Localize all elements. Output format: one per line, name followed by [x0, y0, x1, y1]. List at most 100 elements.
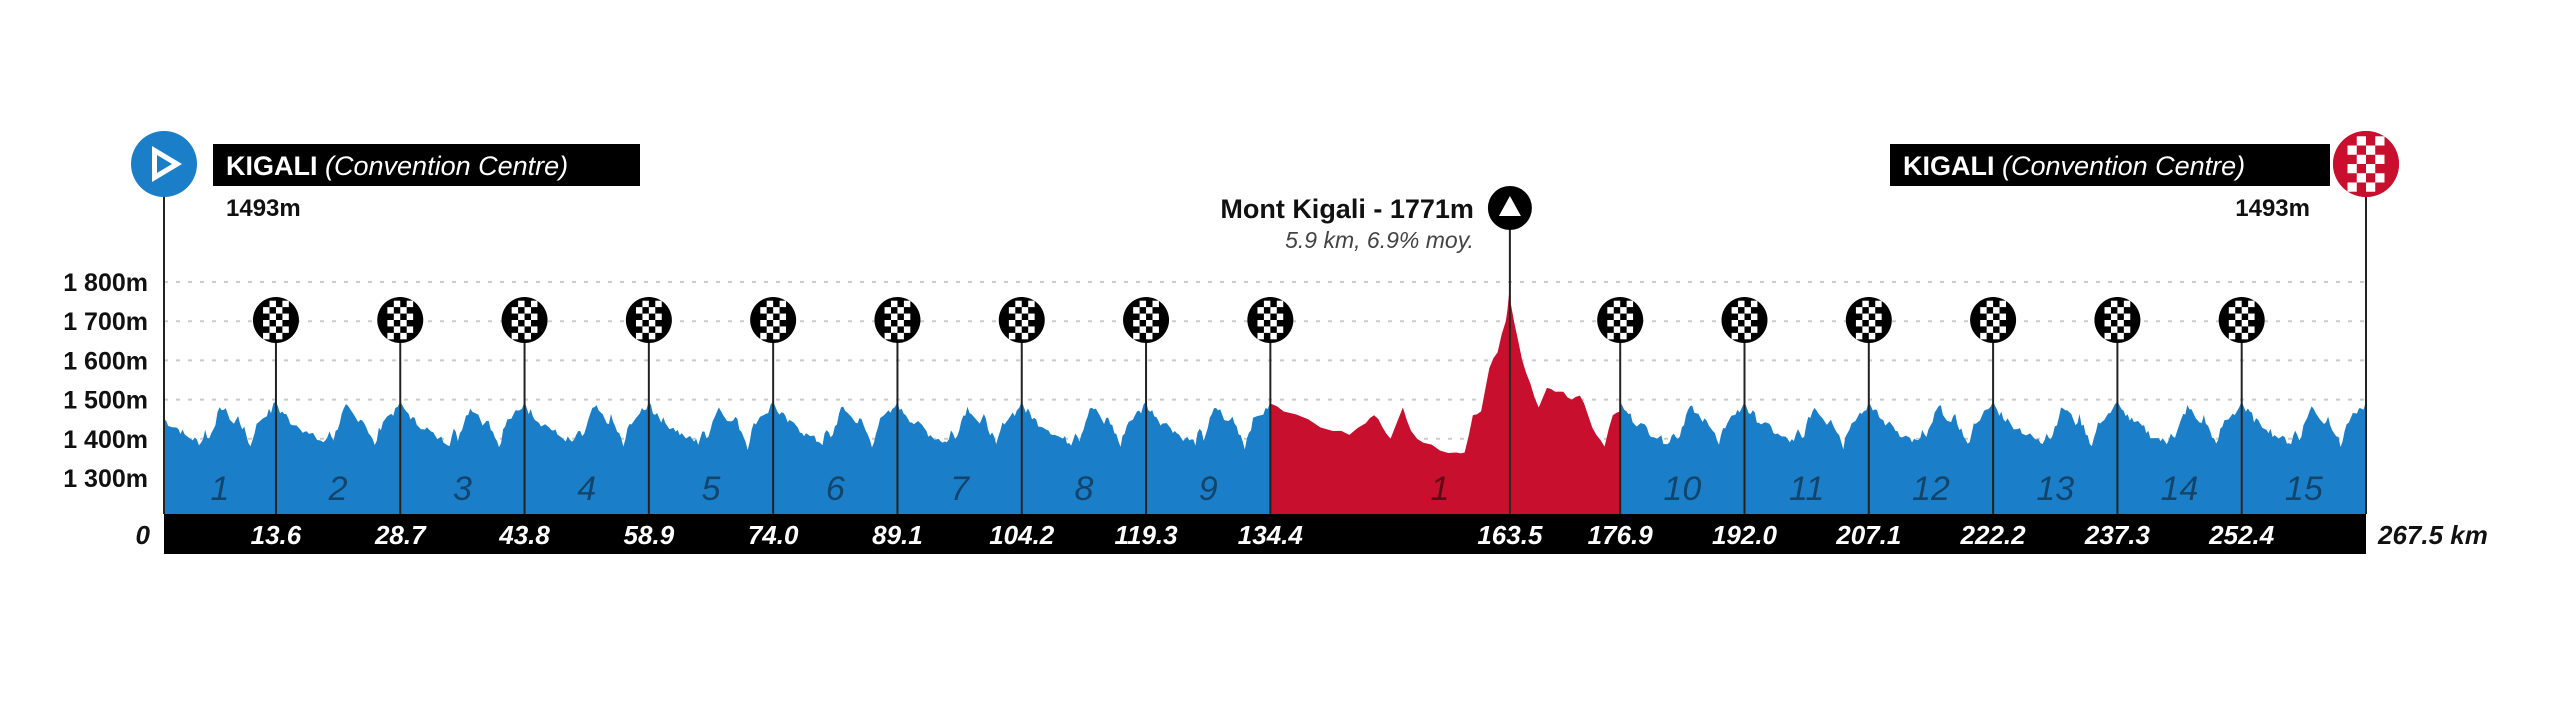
lap-profile-area — [1744, 401, 1869, 514]
checker-square — [2241, 307, 2249, 314]
checker-square — [524, 320, 531, 327]
checker-square — [773, 320, 780, 327]
checker-square — [1986, 313, 1994, 320]
start-label: KIGALI (Convention Centre) — [226, 151, 568, 181]
checker-square — [884, 307, 892, 314]
checker-square — [648, 320, 656, 327]
lap-number: 2 — [328, 470, 348, 508]
checker-square — [1607, 307, 1614, 314]
climb-name: Mont Kigali - 1771m — [1220, 194, 1474, 224]
lap-number: 9 — [1199, 470, 1218, 508]
checker-square — [1750, 313, 1758, 320]
checker-square — [891, 313, 898, 320]
checker-square — [2228, 320, 2236, 327]
checker-square — [1152, 313, 1159, 320]
checker-square — [655, 326, 662, 333]
checker-square — [779, 300, 787, 308]
climb-details: 5.9 km, 6.9% moy. — [1285, 227, 1474, 253]
checker-square — [1607, 332, 1614, 340]
x-tick-label: 13.6 — [251, 520, 302, 550]
checker-square — [642, 326, 649, 333]
checkered-flag-icon — [2333, 131, 2399, 197]
checker-square — [648, 332, 656, 340]
checker-square — [1028, 313, 1035, 320]
checker-square — [1738, 313, 1745, 320]
lap-profile-area — [1021, 401, 1147, 514]
checker-square — [1276, 313, 1284, 320]
checker-square — [1980, 320, 1987, 327]
x-tick-label: 207.1 — [1835, 520, 1901, 550]
checker-square — [275, 332, 283, 340]
checker-square — [766, 313, 774, 320]
checker-square — [393, 326, 401, 333]
lap-profile-area — [400, 401, 525, 514]
lap-profile-area — [897, 401, 1022, 514]
checker-square — [1015, 313, 1022, 320]
checker-square — [2228, 307, 2236, 314]
checker-square — [2104, 307, 2111, 314]
checker-square — [1015, 300, 1022, 308]
checker-square — [1999, 313, 2006, 320]
checker-square — [760, 320, 767, 327]
checker-square — [1980, 307, 1987, 314]
checker-square — [635, 332, 643, 340]
checker-square — [2123, 326, 2131, 333]
x-tick-label: 222.2 — [1960, 520, 2027, 550]
checker-square — [1133, 320, 1140, 327]
checker-square — [282, 300, 289, 308]
checker-square — [282, 313, 289, 320]
mountain-triangle-icon — [1498, 196, 1521, 216]
checker-square — [387, 332, 394, 340]
checkered-flag-icon — [1597, 297, 1644, 343]
checker-square — [400, 320, 407, 327]
checker-square — [1626, 300, 1634, 308]
checker-square — [1868, 332, 1876, 340]
checker-square — [1146, 320, 1153, 327]
checker-square — [1620, 307, 1627, 314]
checker-square — [1613, 300, 1621, 308]
checker-square — [1620, 320, 1627, 327]
checker-square — [773, 332, 780, 340]
checker-square — [635, 307, 643, 314]
checker-square — [518, 326, 525, 333]
checker-square — [766, 326, 774, 333]
checker-square — [1008, 320, 1016, 327]
checker-square — [1008, 307, 1016, 314]
checkered-flag-icon — [252, 297, 299, 343]
checker-square — [2347, 145, 2357, 155]
checker-square — [2235, 313, 2242, 320]
checker-square — [891, 300, 898, 308]
checker-square — [1270, 307, 1277, 314]
checker-square — [1868, 320, 1876, 327]
checker-square — [1263, 326, 1271, 333]
x-tick-label: 163.5 — [1477, 520, 1543, 550]
start-label-box — [213, 144, 640, 186]
x-tick-label: 104.2 — [989, 520, 1055, 550]
checker-square — [387, 307, 394, 314]
checker-square — [393, 313, 401, 320]
checker-square — [2347, 164, 2357, 174]
checker-square — [2241, 332, 2249, 340]
lap-profile-area — [2241, 401, 2366, 514]
checker-square — [2228, 332, 2236, 340]
checker-square — [903, 313, 911, 320]
checker-square — [903, 300, 911, 308]
checker-square — [1276, 326, 1284, 333]
y-axis-ticks: 1 800m 1 700m 1 600m 1 500m 1 400m 1 300m — [63, 269, 148, 493]
y-tick-label: 1 400m — [63, 426, 148, 454]
x-tick-label: 0 — [136, 520, 151, 550]
checker-square — [766, 300, 774, 308]
checker-square — [1613, 326, 1621, 333]
checker-square — [1133, 332, 1140, 340]
x-axis-ticks: 0 13.6 28.7 43.8 58.9 74.0 89.1 104.2 119.3 134.4… — [136, 520, 2488, 550]
finish-checker — [2333, 131, 2399, 197]
checker-square — [1626, 326, 1634, 333]
checker-square — [897, 320, 904, 327]
checker-square — [2117, 307, 2124, 314]
y-tick-label: 1 700m — [63, 308, 148, 336]
checker-square — [269, 326, 276, 333]
checker-square — [400, 332, 407, 340]
checker-square — [1133, 307, 1140, 314]
checkered-flag-icon — [501, 297, 548, 343]
